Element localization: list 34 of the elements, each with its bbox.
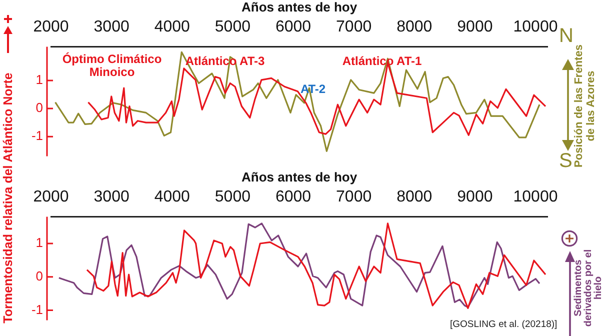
x-tick-label: 2000 — [33, 188, 69, 206]
x-axis-title: Años antes de hoy — [242, 0, 358, 14]
y-tick-label: 0 — [36, 100, 43, 116]
x-tick-label: 4000 — [154, 18, 190, 36]
x-tick-label: 6000 — [275, 188, 312, 206]
x-tick-label: 8000 — [396, 18, 432, 36]
x-tick-label: 9000 — [457, 188, 493, 206]
annotation: AT-2 — [300, 82, 326, 96]
y-tick-label: 0 — [36, 268, 43, 284]
annotation: Óptimo Climático Minoico — [61, 52, 163, 80]
x-tick-label: 7000 — [336, 188, 372, 206]
y-tick-label: -1 — [31, 302, 43, 317]
text: Posición de las Frentes de las Azores — [573, 44, 598, 170]
text: N — [559, 25, 574, 48]
legend-label: Sedimentos derivados por el hielo — [573, 248, 604, 329]
x-tick-label: 7000 — [336, 18, 372, 36]
x-axis-title: Años antes de hoy — [242, 169, 358, 184]
x-tick-label: 3000 — [94, 18, 130, 36]
x-tick-label: 4000 — [154, 188, 190, 206]
x-tick-label: 6000 — [275, 18, 312, 36]
x-tick-label: 9000 — [457, 18, 493, 36]
x-tick-label: 5000 — [214, 188, 251, 206]
y-tick-label: -1 — [31, 128, 43, 144]
x-tick-label: 10000 — [513, 18, 558, 36]
x-tick-label: 5000 — [214, 18, 251, 36]
x-tick-label: 10000 — [513, 188, 558, 206]
x-tick-label: 3000 — [94, 188, 130, 206]
annotation: [GOSLING et al. (20218)] — [450, 319, 558, 330]
x-tick-label: 2000 — [33, 18, 69, 36]
x-tick-label: 8000 — [396, 188, 432, 206]
y-tick-label: 1 — [36, 235, 43, 250]
y-tick-label: 1 — [36, 72, 43, 88]
y-axis-title: Tormentosidad relativa del Atlántico Norte — [1, 72, 16, 326]
text: S — [559, 150, 572, 173]
